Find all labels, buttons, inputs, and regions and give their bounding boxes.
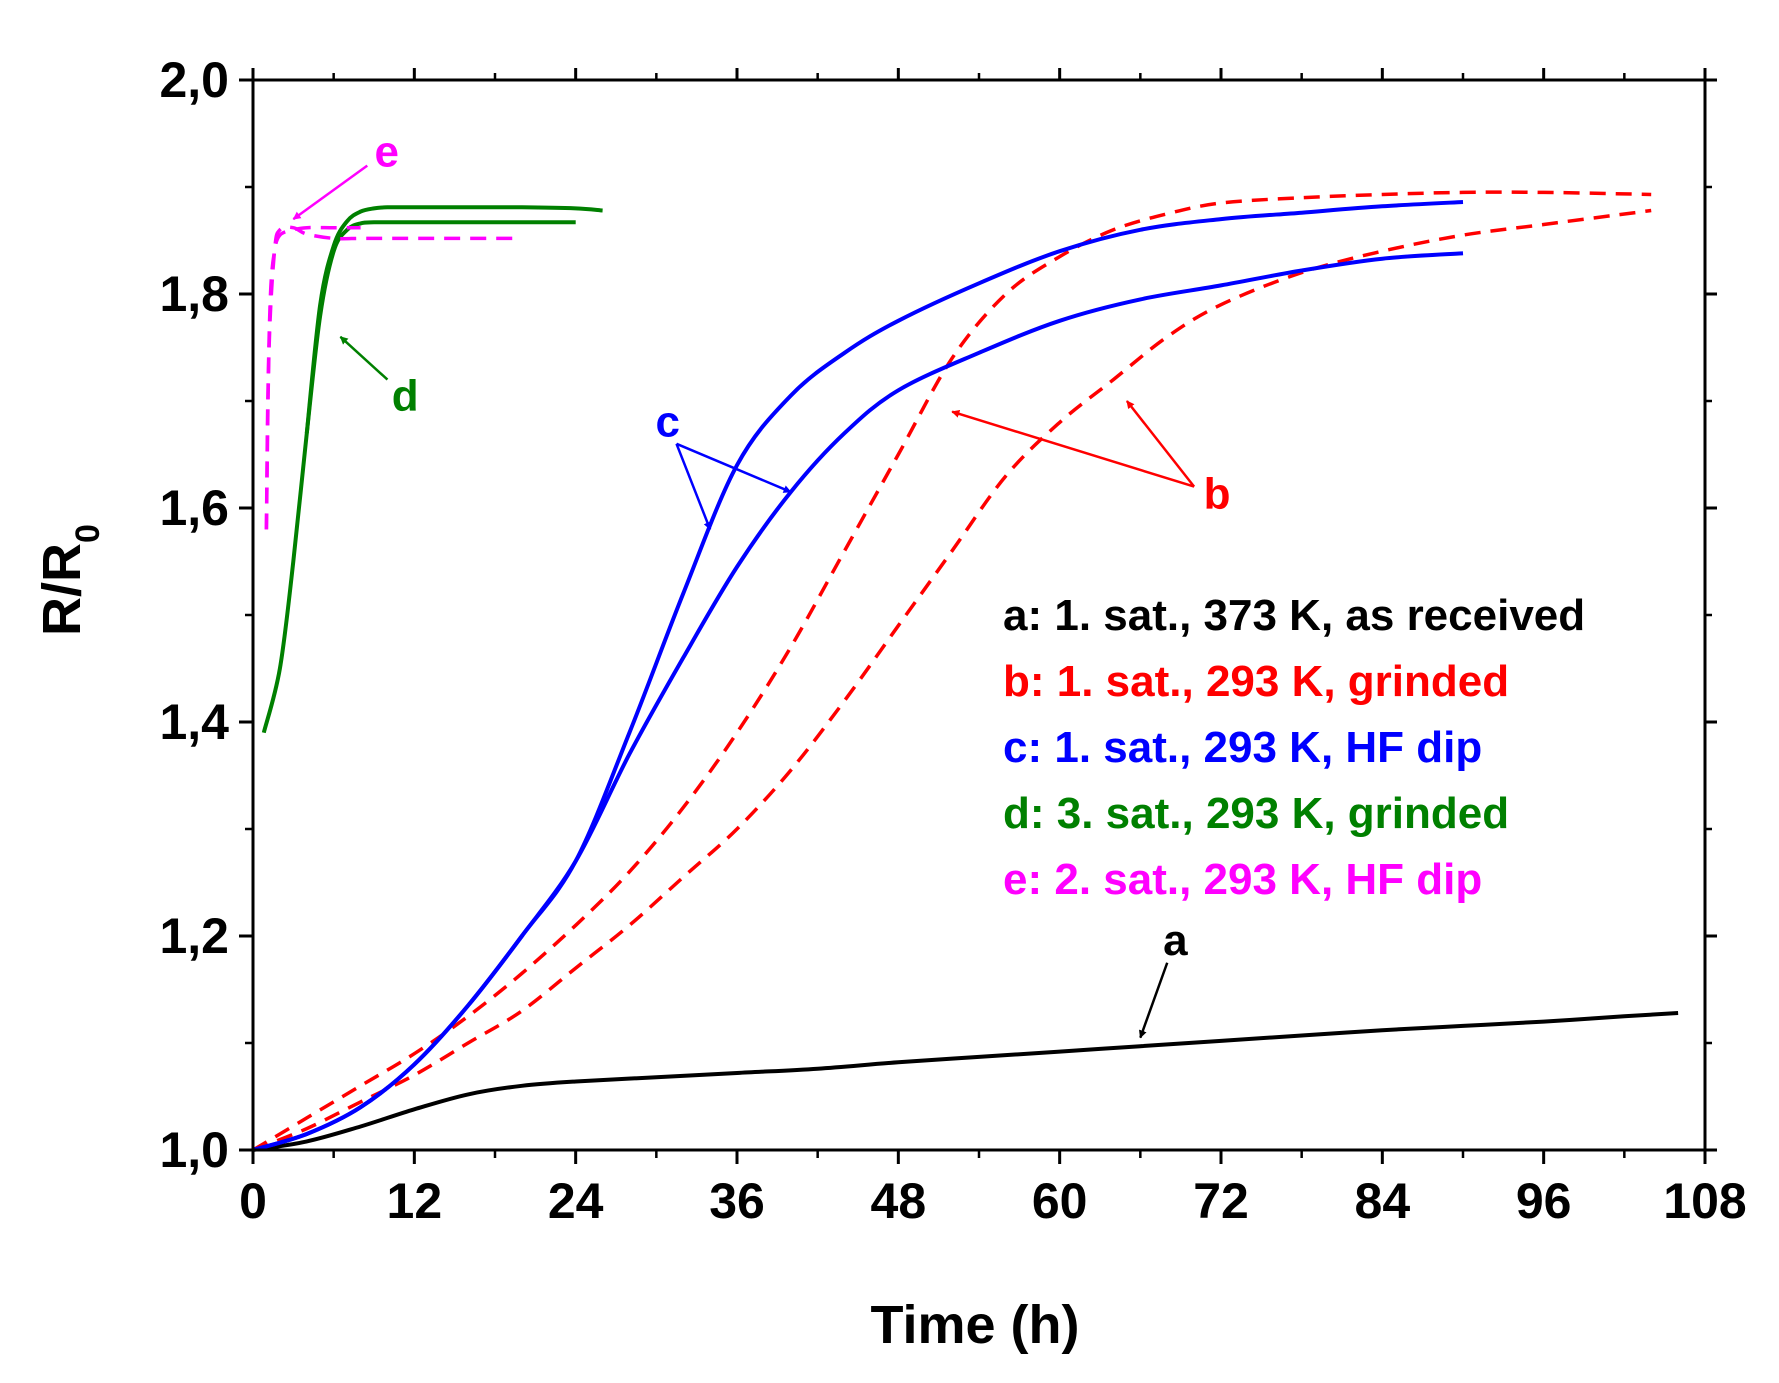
- annotation-arrow-b-2: [1125, 400, 1196, 488]
- x-tick-label-60: 60: [1032, 1173, 1088, 1229]
- x-tick-label-48: 48: [871, 1173, 927, 1229]
- y-axis-title-subscript: 0: [69, 524, 107, 543]
- legend-entry-d: d: 3. sat., 293 K, grinded: [1003, 789, 1509, 838]
- x-tick-label-96: 96: [1516, 1173, 1572, 1229]
- series-line-d1: [261, 220, 576, 734]
- x-tick-label-12: 12: [387, 1173, 443, 1229]
- series-line-e2: [264, 225, 522, 530]
- svg-text:R/R0: R/R0: [32, 524, 107, 636]
- annotation-arrow-c-3: [675, 443, 712, 531]
- series-line-b1: [252, 190, 1652, 1152]
- x-tick-label-24: 24: [548, 1173, 604, 1229]
- x-tick-label-108: 108: [1663, 1173, 1746, 1229]
- x-tick-label-36: 36: [709, 1173, 765, 1229]
- x-tick-label-0: 0: [239, 1173, 267, 1229]
- series-line-d2: [304, 205, 603, 434]
- y-tick-label-1: 1,0: [159, 1122, 229, 1178]
- y-axis-title: R/R0: [32, 524, 107, 636]
- legend-entry-c: c: 1. sat., 293 K, HF dip: [1003, 723, 1482, 772]
- legend-entry-e: e: 2. sat., 293 K, HF dip: [1003, 855, 1482, 904]
- y-tick-label-2: 2,0: [159, 52, 229, 108]
- y-tick-label-1.8: 1,8: [159, 266, 229, 322]
- annotation-label-e: e: [374, 128, 398, 177]
- annotation-label-c: c: [655, 397, 679, 446]
- legend-layer: a: 1. sat., 373 K, as received b: 1. sat.…: [1003, 591, 1585, 904]
- annotation-label-b: b: [1204, 470, 1231, 519]
- y-tick-label-1.2: 1,2: [159, 908, 229, 964]
- annotation-arrow-b-1: [951, 410, 1195, 488]
- series-line-a: [252, 1011, 1679, 1152]
- y-axis-title-main: R/R: [32, 543, 92, 636]
- legend-entry-b: b: 1. sat., 293 K, grinded: [1003, 657, 1509, 706]
- series-line-c2: [252, 251, 1464, 1152]
- legend-entry-a: a: 1. sat., 373 K, as received: [1003, 591, 1585, 640]
- x-tick-label-72: 72: [1193, 1173, 1249, 1229]
- x-tick-label-84: 84: [1355, 1173, 1411, 1229]
- y-tick-label-1.4: 1,4: [159, 694, 229, 750]
- axis-layer: 0 12 24 36 48 60 72 84 96 108 1,0 1,2 1,4 1,6 1,8 2,0: [159, 52, 1746, 1229]
- series-line-b2: [252, 208, 1652, 1152]
- annotation-arrow-c-4: [676, 442, 792, 494]
- annotation-arrow-a-0: [1139, 962, 1169, 1039]
- annotation-arrow-d-5: [339, 335, 389, 381]
- annotation-layer: a b c d e: [292, 128, 1231, 1039]
- annotation-arrow-e-6: [292, 164, 369, 221]
- annotation-label-a: a: [1163, 916, 1188, 965]
- y-tick-label-1.6: 1,6: [159, 480, 229, 536]
- series-layer: [252, 190, 1679, 1152]
- annotation-label-d: d: [392, 372, 419, 421]
- x-axis-title: Time (h): [870, 1295, 1079, 1355]
